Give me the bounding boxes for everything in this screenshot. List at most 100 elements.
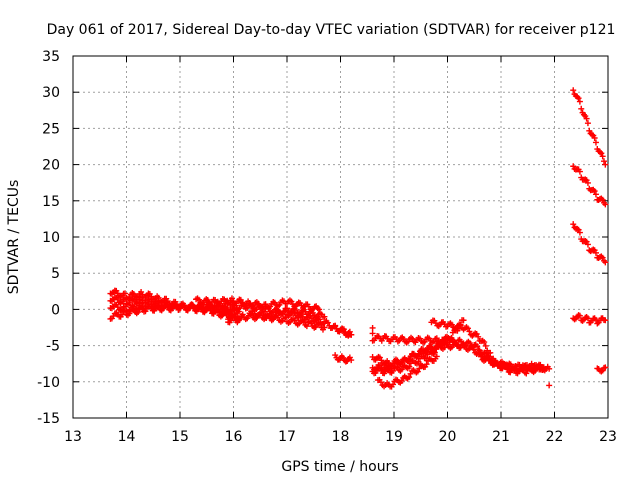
data-point xyxy=(239,311,246,318)
data-point xyxy=(576,168,583,175)
data-point xyxy=(460,317,467,324)
x-tick-label: 23 xyxy=(599,429,617,445)
series-track-y xyxy=(594,364,609,375)
data-point xyxy=(474,343,481,350)
x-tick-label: 14 xyxy=(118,429,136,445)
data-point xyxy=(464,325,471,332)
y-axis-ticks: -15 -10 -5 0 5 10 15 20 25 30 35 xyxy=(37,49,608,427)
data-point xyxy=(202,305,209,312)
y-tick-label: 10 xyxy=(42,230,60,246)
data-point xyxy=(570,87,577,94)
x-tick-label: 20 xyxy=(439,429,457,445)
series-track-h xyxy=(246,305,328,322)
data-point xyxy=(592,249,599,256)
series-track-w xyxy=(570,221,609,266)
data-point xyxy=(439,342,446,349)
data-point xyxy=(122,296,129,303)
data-point xyxy=(570,221,577,228)
y-tick-label: 25 xyxy=(42,121,60,137)
data-points xyxy=(107,87,609,390)
data-point xyxy=(475,346,482,353)
data-point xyxy=(423,361,430,368)
data-point xyxy=(348,331,355,338)
data-point xyxy=(415,351,422,358)
data-point xyxy=(584,315,591,322)
x-tick-label: 22 xyxy=(546,429,564,445)
data-point xyxy=(487,349,494,356)
y-tick-label: 20 xyxy=(42,158,60,174)
series-track-e xyxy=(193,295,323,314)
data-point xyxy=(239,300,246,307)
data-point xyxy=(592,191,599,198)
data-point xyxy=(431,349,438,356)
series-track-o xyxy=(374,353,440,390)
data-point xyxy=(602,364,609,371)
data-point xyxy=(602,201,609,208)
data-point xyxy=(576,229,583,236)
chart-title: Day 061 of 2017, Sidereal Day-to-day VTE… xyxy=(47,22,616,38)
x-axis-ticks: 13 14 15 16 17 18 19 20 21 22 23 xyxy=(64,56,617,445)
data-point xyxy=(369,324,376,331)
data-point xyxy=(512,362,519,369)
y-tick-label: -10 xyxy=(37,375,60,391)
data-point xyxy=(321,313,328,320)
data-point xyxy=(481,339,488,346)
data-point xyxy=(584,179,591,186)
data-point xyxy=(578,105,585,112)
data-point xyxy=(398,359,405,366)
data-point xyxy=(602,161,609,168)
series-track-p xyxy=(428,317,494,357)
data-point xyxy=(482,350,489,357)
data-point xyxy=(576,312,583,319)
series-track-i xyxy=(332,323,355,338)
y-tick-label: 35 xyxy=(42,49,60,65)
series-track-s xyxy=(498,360,553,375)
data-point xyxy=(324,319,331,326)
data-point xyxy=(602,259,609,266)
data-point xyxy=(584,120,591,127)
x-tick-label: 18 xyxy=(332,429,350,445)
data-point xyxy=(591,188,598,195)
data-point xyxy=(282,314,289,321)
data-point xyxy=(433,353,440,360)
y-tick-label: 0 xyxy=(51,302,60,318)
data-point xyxy=(398,377,405,384)
data-point xyxy=(600,158,607,165)
data-point xyxy=(583,115,590,122)
data-point xyxy=(584,241,591,248)
y-tick-label: 30 xyxy=(42,85,60,101)
series-track-n xyxy=(369,342,446,377)
data-point xyxy=(406,356,413,363)
data-point xyxy=(599,153,606,160)
y-axis-label: SDTVAR / TECUs xyxy=(6,180,22,295)
data-point xyxy=(592,139,599,146)
y-tick-label: 5 xyxy=(51,266,60,282)
y-tick-label: 15 xyxy=(42,194,60,210)
y-tick-label: -5 xyxy=(46,339,60,355)
data-point xyxy=(453,341,460,348)
data-point xyxy=(406,363,413,370)
data-point xyxy=(576,98,583,105)
data-point xyxy=(546,365,553,372)
data-point xyxy=(482,342,489,349)
x-tick-label: 16 xyxy=(225,429,243,445)
grid-lines xyxy=(73,56,608,418)
data-point xyxy=(466,328,473,335)
data-point xyxy=(523,370,530,377)
data-point xyxy=(475,333,482,340)
series-track-v xyxy=(570,163,609,208)
data-point xyxy=(369,330,376,337)
data-point xyxy=(599,196,606,203)
series-track-j xyxy=(332,352,355,365)
data-point xyxy=(575,95,582,102)
series-track-u xyxy=(570,87,609,168)
data-point xyxy=(486,357,493,364)
y-tick-label: -15 xyxy=(37,411,60,427)
data-point xyxy=(390,381,397,388)
data-point xyxy=(414,368,421,375)
data-point xyxy=(321,324,328,331)
x-tick-label: 21 xyxy=(492,429,510,445)
series-track-x xyxy=(570,312,609,327)
data-point xyxy=(602,317,609,324)
